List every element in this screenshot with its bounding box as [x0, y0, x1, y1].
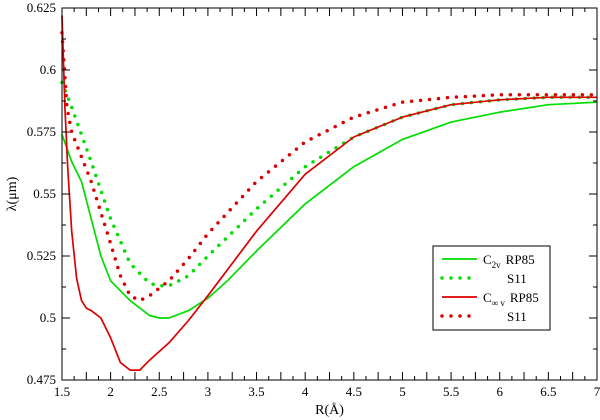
x-axis-title: R(Å) — [315, 402, 344, 418]
legend-suffix: S11 — [507, 309, 527, 324]
y-tick-label: 0.475 — [27, 372, 56, 387]
x-tick-label: 7 — [594, 384, 600, 399]
legend-main: C — [483, 252, 492, 267]
x-tick-label: 6 — [496, 384, 503, 399]
x-tick-label: 6.5 — [540, 384, 556, 399]
legend-subscript: ∞ v — [492, 298, 506, 308]
y-tick-label: 0.525 — [27, 248, 56, 263]
legend-suffix: RP85 — [506, 252, 535, 267]
series-line-1 — [60, 80, 599, 288]
series-line-0 — [61, 101, 598, 319]
x-tick-label: 2.5 — [151, 384, 167, 399]
legend-label-2: C∞ v RP85 — [483, 290, 539, 308]
x-tick-label: 5.5 — [443, 384, 459, 399]
legend-suffix: S11 — [507, 271, 527, 286]
series-line-2 — [61, 15, 597, 371]
legend-subscript: 2v — [492, 260, 502, 270]
x-tick-label: 5 — [399, 384, 406, 399]
y-tick-label: 0.6 — [40, 62, 57, 77]
x-tick-label: 3.5 — [248, 384, 264, 399]
x-tick-label: 2 — [107, 384, 114, 399]
legend-suffix: RP85 — [510, 290, 539, 305]
x-tick-label: 4 — [302, 384, 309, 399]
x-tick-label: 4.5 — [346, 384, 362, 399]
y-tick-label: 0.55 — [33, 186, 56, 201]
y-tick-label: 0.575 — [27, 124, 56, 139]
y-tick-label: 0.625 — [27, 0, 56, 15]
y-tick-label: 0.5 — [40, 310, 56, 325]
legend-label-3: S11 — [507, 309, 527, 324]
x-tick-label: 1.5 — [54, 384, 70, 399]
y-axis-title: λ(μm) — [5, 176, 20, 211]
legend-label-1: S11 — [507, 271, 527, 286]
tick-layer: 1.5 2 2.5 3 3.5 4 4.5 5 5.5 6 6.5 7 0.475 0.5 0.525 0.5… — [27, 0, 600, 399]
legend-main: C — [483, 290, 492, 305]
series-layer — [60, 15, 599, 371]
x-tick-label: 3 — [205, 384, 212, 399]
legend-label-0: C2v RP85 — [483, 252, 535, 270]
